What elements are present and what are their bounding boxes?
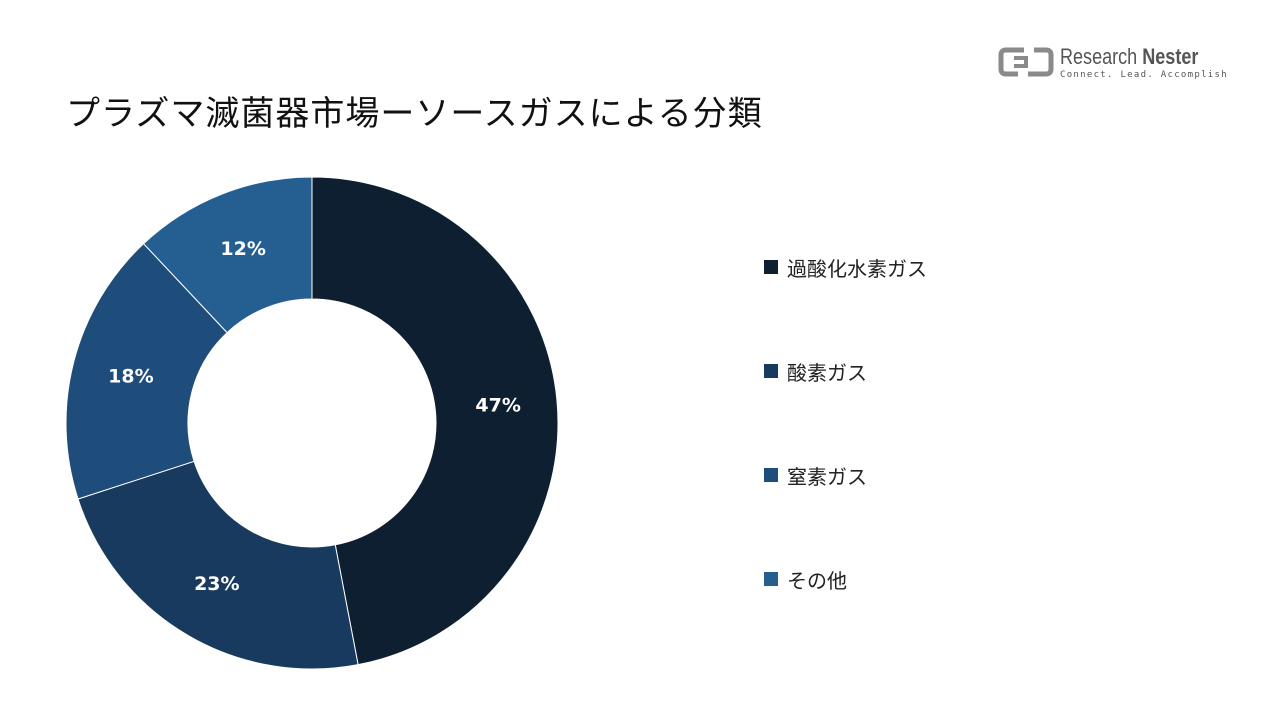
slice-percent-label: 47% xyxy=(475,394,520,416)
donut-slice xyxy=(65,242,228,500)
donut-slice xyxy=(77,460,359,670)
legend-item: 過酸化水素ガス xyxy=(764,254,927,281)
legend-label: 窒素ガス xyxy=(787,464,867,489)
slice-percent-label: 23% xyxy=(194,573,239,595)
legend-swatch xyxy=(764,364,778,378)
logo-icon xyxy=(998,47,1054,77)
legend-swatch xyxy=(764,468,778,482)
research-nester-logo: Research Nester Connect. Lead. Accomplis… xyxy=(998,44,1228,84)
logo-tagline: Connect. Lead. Accomplish xyxy=(1060,70,1228,80)
slice-percent-label: 18% xyxy=(108,365,153,387)
logo-name-bold: Nester xyxy=(1142,44,1199,69)
logo-wordmark: Research Nester xyxy=(1060,44,1198,70)
page-title: プラズマ滅菌器市場ーソースガスによる分類 xyxy=(66,94,763,134)
donut-slice xyxy=(311,176,559,666)
legend-label: 酸素ガス xyxy=(787,360,867,385)
legend-swatch xyxy=(764,572,778,586)
donut-slice xyxy=(142,176,313,334)
legend-label: 過酸化水素ガス xyxy=(787,256,927,281)
legend-swatch xyxy=(764,260,778,274)
slice-percent-label: 12% xyxy=(220,238,265,260)
logo-name-light: Research xyxy=(1060,44,1138,69)
legend-item: その他 xyxy=(764,566,847,593)
legend-label: その他 xyxy=(787,568,847,593)
legend-item: 酸素ガス xyxy=(764,358,867,385)
legend-item: 窒素ガス xyxy=(764,462,867,489)
donut-chart: 47% 23% 18% 12% xyxy=(65,176,559,670)
